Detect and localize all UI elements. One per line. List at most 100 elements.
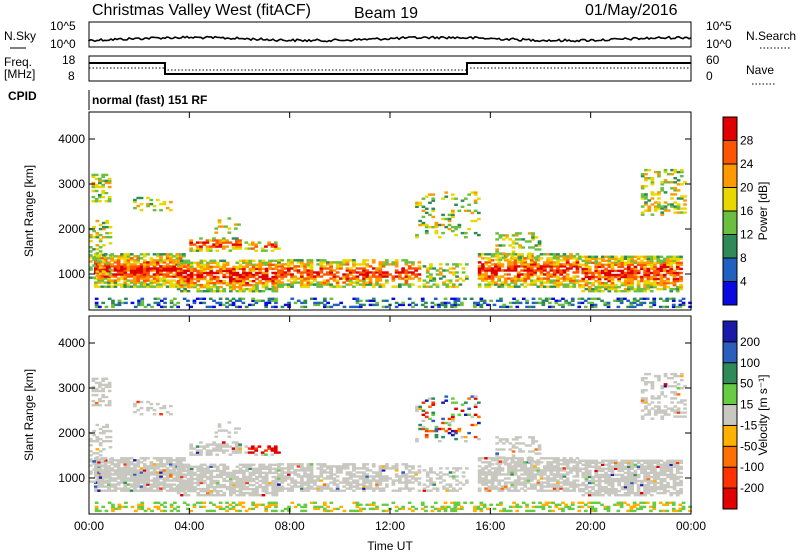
power-cell [371,267,376,270]
power-cell [594,265,599,269]
velocity-cell [381,465,386,468]
velocity-cell [578,489,582,493]
velocity-cell [591,475,595,479]
velocity-cell [159,483,163,486]
velocity-cell [133,489,137,492]
velocity-cell [503,457,508,460]
power-cell [113,281,118,284]
velocity-cell [142,465,147,468]
velocity-cell [169,475,173,478]
power-cell [457,223,462,227]
velocity-cell [329,467,333,470]
velocity-cell [477,465,482,468]
power-cell [273,247,278,250]
velocity-cell [178,471,183,474]
power-cell [533,263,537,266]
velocity-cell [362,465,366,468]
velocity-cell [326,475,330,478]
power-cell [142,281,147,284]
power-cell [273,241,278,244]
power-cell [242,290,246,293]
velocity-cell [455,489,459,492]
velocity-cell [649,479,654,483]
velocity-cell [91,385,96,389]
velocity-cell [225,449,229,452]
power-cell [152,279,157,282]
velocity-cell [255,477,259,481]
power-cell [274,279,279,283]
power-cell [525,305,529,309]
power-cell [358,283,363,286]
velocity-cell [136,475,141,478]
power-cell [129,275,134,278]
power-cell [345,277,350,280]
velocity-cell [316,475,320,478]
power-cell [322,283,327,286]
velocity-cell [675,469,680,473]
velocity-cell [510,469,515,472]
power-cell [189,279,194,283]
velocity-cell [219,463,223,466]
power-cell [587,277,592,281]
power-cell [554,301,559,305]
velocity-cell [679,459,683,462]
power-cell [248,267,253,271]
velocity-cell [139,481,144,484]
power-cell [139,271,144,274]
power-cell [587,265,592,269]
velocity-cell [242,483,246,487]
power-cell [368,279,373,282]
power-cell [159,285,163,288]
velocity-cell [189,465,194,468]
power-cell [445,285,450,288]
velocity-cell [500,473,505,476]
power-cell [146,196,150,200]
velocity-cell [362,475,366,478]
power-cell [100,281,105,284]
power-cell [94,200,99,203]
velocity-cell [666,485,670,489]
velocity-cell [543,489,547,492]
velocity-cell [219,494,223,497]
power-cell [199,297,203,300]
power-cell [584,263,589,266]
power-cell [562,275,567,278]
power-cell [484,263,488,266]
velocity-cell [268,463,272,466]
power-cell [98,179,102,183]
velocity-cell [238,469,243,473]
power-cell [606,305,611,309]
velocity-cell [562,481,567,484]
power-cell [215,241,220,244]
power-cell [189,305,193,309]
power-cell [643,279,647,283]
velocity-cell [162,481,167,484]
velocity-cell [199,475,204,479]
velocity-cell [293,473,298,476]
power-cell [104,179,109,183]
power-cell [453,305,458,309]
power-cell [156,301,161,305]
power-cell [575,279,580,282]
power-cell [442,269,446,272]
velocity-cell [142,477,147,480]
velocity-cell [264,471,269,475]
power-cell [303,283,307,286]
velocity-cell [662,467,667,470]
velocity-cell [235,489,240,493]
power-cell [524,240,529,243]
velocity-cell [225,487,230,491]
velocity-cell [520,477,524,480]
power-cell [539,283,544,286]
power-cell [98,264,103,267]
velocity-cell [516,483,521,486]
power-cell [680,197,684,200]
power-cell [528,240,532,243]
y-tick-label: 2000 [58,222,85,236]
power-cell [300,265,304,268]
velocity-cell [536,461,541,464]
velocity-cell [500,489,505,492]
velocity-cell [169,413,173,416]
velocity-cell [536,467,541,470]
power-cell [498,252,503,255]
